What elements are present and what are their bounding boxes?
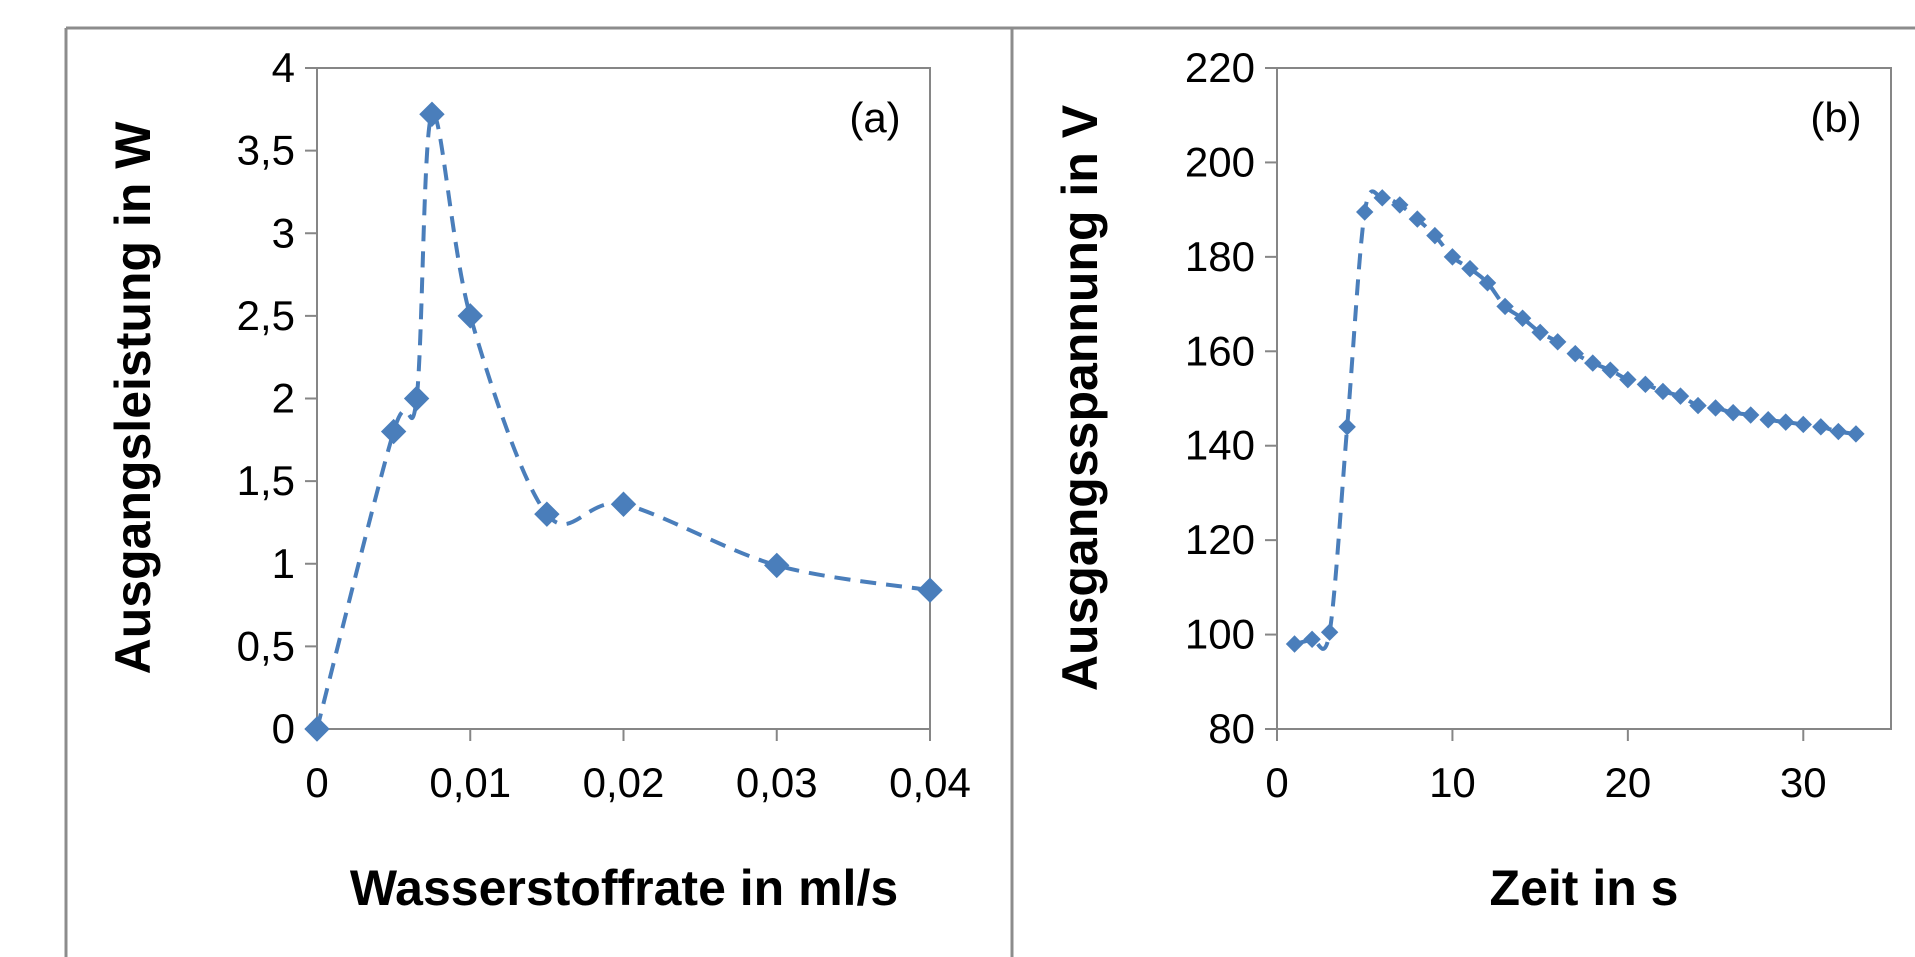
data-point (1548, 333, 1567, 351)
y-tick-label: 0 (272, 705, 295, 752)
y-tick-label: 1,5 (237, 457, 295, 504)
data-point (1303, 630, 1321, 648)
x-tick-label: 0 (1265, 759, 1288, 806)
y-tick-label: 3 (272, 209, 295, 256)
panel-label: (a) (849, 94, 900, 141)
chart-a: 0 0,5 1 1,5 2 2,5 3 3,5 4 0 0,01 0,02 0,03 0,04 Wasser… (105, 44, 971, 916)
data-point (457, 303, 483, 329)
data-point (917, 577, 943, 603)
x-tick-label: 20 (1604, 759, 1651, 806)
y-tick-label: 4 (272, 44, 295, 91)
data-point (1777, 413, 1795, 431)
data-point (1408, 210, 1427, 228)
x-tick-label: 0 (305, 759, 328, 806)
x-axis-title: Zeit in s (1490, 860, 1679, 916)
y-tick-label: 2,5 (237, 292, 295, 339)
y-tick-label: 1 (272, 540, 295, 587)
data-point (1706, 399, 1725, 417)
data-point (1724, 403, 1742, 422)
data-point (1531, 323, 1549, 342)
data-point (1741, 406, 1760, 424)
data-point (1619, 370, 1637, 389)
chart-b: 80 100 120 140 160 180 200 220 0 10 20 30 Zeit in s A… (1052, 44, 1892, 916)
data-point (403, 385, 430, 412)
data-point (1443, 248, 1462, 266)
x-tick-label: 10 (1429, 759, 1476, 806)
x-tick-label: 0,04 (889, 759, 971, 806)
x-tick-label: 30 (1780, 759, 1827, 806)
y-tick-label: 160 (1185, 327, 1255, 374)
data-point (1320, 623, 1339, 641)
data-point (1338, 418, 1356, 436)
series-line (315, 111, 931, 730)
y-axis-title: Ausgangsleistung in W (105, 121, 161, 675)
y-tick-label: 120 (1185, 516, 1255, 563)
y-axis-title: Ausgangsspannung in V (1052, 104, 1108, 691)
y-tick-label: 100 (1185, 611, 1255, 658)
data-point (1373, 189, 1391, 207)
data-point (419, 101, 445, 127)
data-point (1478, 274, 1497, 292)
data-point (380, 418, 407, 445)
panel-label: (b) (1810, 94, 1861, 141)
y-tick-label: 140 (1185, 422, 1255, 469)
y-tick-label: 180 (1185, 233, 1255, 280)
data-point (1584, 354, 1602, 372)
data-point (1689, 396, 1707, 415)
x-tick-label: 0,03 (736, 759, 818, 806)
data-point (1496, 297, 1514, 316)
x-axis-title: Wasserstoffrate in ml/s (350, 860, 898, 916)
data-point (1759, 411, 1777, 429)
data-point (1285, 635, 1304, 653)
data-point (610, 491, 637, 517)
x-tick-label: 0,01 (429, 759, 511, 806)
y-tick-label: 0,5 (237, 622, 295, 669)
y-tick-label: 2 (272, 375, 295, 422)
data-point (1847, 425, 1865, 443)
data-point (1601, 361, 1620, 379)
plot-area (1276, 67, 1892, 730)
data-point (1513, 309, 1532, 327)
data-point (1829, 422, 1848, 441)
data-point (304, 716, 330, 742)
y-tick-label: 80 (1208, 705, 1255, 752)
y-tick-label: 200 (1185, 138, 1255, 185)
x-tick-label: 0,02 (583, 759, 665, 806)
data-point (1461, 259, 1479, 278)
data-point (1356, 203, 1374, 221)
data-point (764, 552, 790, 579)
data-point (1654, 382, 1672, 401)
y-tick-label: 3,5 (237, 127, 295, 174)
data-point (1566, 344, 1584, 363)
data-point (1812, 418, 1830, 436)
data-point (1426, 226, 1444, 245)
data-point (1391, 196, 1409, 214)
y-tick-label: 220 (1185, 44, 1255, 91)
data-point (1671, 387, 1690, 405)
data-point (534, 501, 560, 527)
data-point (1636, 375, 1655, 394)
data-point (1794, 415, 1812, 434)
